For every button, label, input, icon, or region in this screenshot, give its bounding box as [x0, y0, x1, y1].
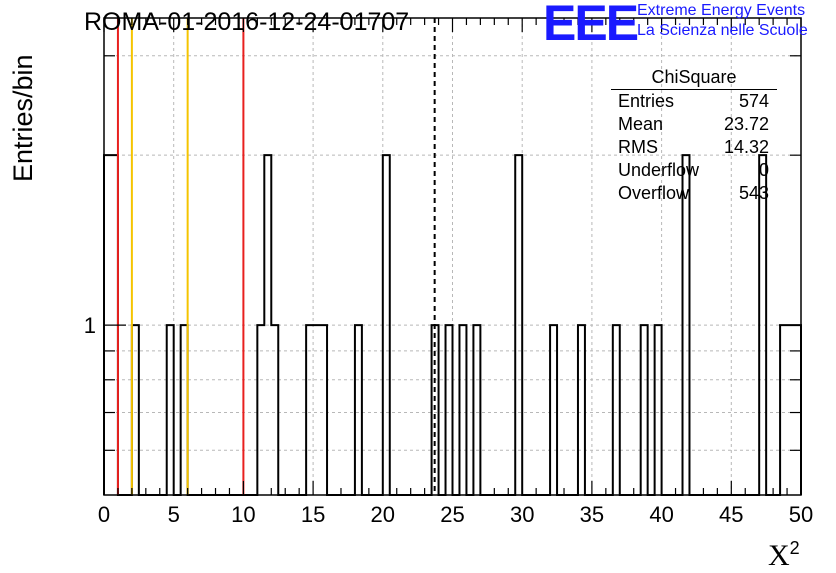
x-tick-label: 5 [168, 502, 180, 527]
x-tick-label: 40 [649, 502, 673, 527]
x-tick-label: 20 [371, 502, 395, 527]
stats-label: Mean [618, 114, 664, 134]
stats-value: 23.72 [723, 114, 769, 134]
x-tick-label: 10 [231, 502, 255, 527]
logo-line-2: La Scienza nelle Scuole [637, 22, 808, 39]
stats-row-underflow: Underflow 0 [611, 159, 777, 182]
stats-box: ChiSquare Entries 574 Mean 23.72 RMS 14.32 … [611, 67, 777, 205]
stats-label: RMS [618, 137, 658, 157]
x-tick-label: 30 [510, 502, 534, 527]
stats-value: 543 [738, 183, 769, 203]
stats-value: 0 [758, 160, 769, 180]
x-tick-label: 0 [98, 502, 110, 527]
stats-row-rms: RMS 14.32 [611, 136, 777, 159]
stats-value: 574 [738, 91, 769, 111]
y-axis-label: Entries/bin [8, 54, 38, 182]
y-tick-label: 1 [84, 313, 96, 338]
stats-value: 14.32 [723, 137, 769, 157]
x-tick-label: 15 [301, 502, 325, 527]
stats-row-mean: Mean 23.72 [611, 113, 777, 136]
threshold-lines [116, 18, 436, 495]
x-tick-label: 35 [580, 502, 604, 527]
stats-row-entries: Entries 574 [611, 90, 777, 113]
x-tick-label: 45 [719, 502, 743, 527]
stats-label: Entries [618, 91, 675, 111]
stats-label: Underflow [618, 160, 700, 180]
x-axis-label: X2 [768, 538, 800, 572]
stats-label: Overflow [618, 183, 690, 203]
tick-labels: 10 5 10 15 20 25 30 35 40 45 50 [84, 313, 813, 527]
x-tick-label: 25 [440, 502, 464, 527]
axis-ticks [103, 18, 802, 495]
eee-logo: EEE [543, 0, 639, 51]
stats-row-overflow: Overflow 543 [611, 182, 777, 205]
chart-title: ROMA-01-2016-12-24-01707 [84, 8, 410, 36]
x-tick-label: 50 [789, 502, 813, 527]
stats-title: ChiSquare [611, 67, 777, 90]
logo-line-1: Extreme Energy Events [637, 2, 806, 19]
